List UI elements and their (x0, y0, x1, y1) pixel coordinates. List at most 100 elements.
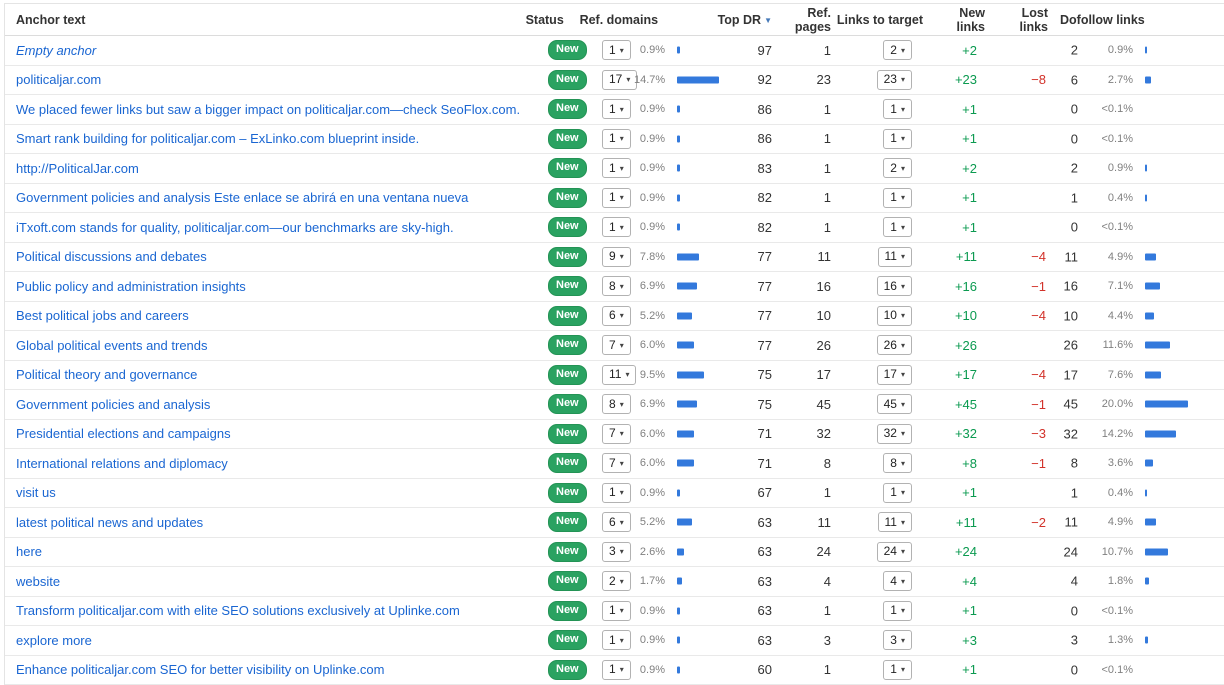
links-to-target-dropdown[interactable]: 4 ▾ (883, 571, 912, 592)
ref-domains-dropdown[interactable]: 7 ▾ (602, 335, 631, 356)
ref-domains-dropdown[interactable]: 1 ▾ (602, 187, 631, 208)
ref-domains-dropdown[interactable]: 1 ▾ (602, 158, 631, 179)
table-row: Presidential elections and campaigns New… (5, 420, 1224, 449)
links-to-target-dropdown[interactable]: 1 ▾ (883, 482, 912, 503)
ref-domains-dropdown[interactable]: 17 ▾ (602, 69, 638, 90)
anchor-text-link[interactable]: Global political events and trends (16, 337, 208, 353)
ref-domains-bar (677, 105, 680, 113)
links-to-target-dropdown[interactable]: 2 ▾ (883, 40, 912, 61)
links-to-target-dropdown[interactable]: 45 ▾ (876, 394, 912, 415)
anchor-text-link[interactable]: website (16, 573, 61, 589)
links-to-target-dropdown[interactable]: 32 ▾ (876, 423, 912, 444)
ref-domains-dropdown[interactable]: 1 ▾ (602, 40, 631, 61)
anchor-text-link[interactable]: International relations and diplomacy (16, 455, 228, 471)
ref-domains-dropdown[interactable]: 9 ▾ (602, 246, 631, 267)
links-to-target-dropdown[interactable]: 23 ▾ (876, 69, 912, 90)
links-to-target-dropdown[interactable]: 1 ▾ (883, 99, 912, 120)
links-to-target-dropdown[interactable]: 10 ▾ (876, 305, 912, 326)
column-header-anchor-text[interactable]: Anchor text (16, 12, 86, 27)
ref-domains-dropdown[interactable]: 2 ▾ (602, 571, 631, 592)
links-to-target-dropdown[interactable]: 17 ▾ (876, 364, 912, 385)
anchor-text-link[interactable]: politicaljar.com (16, 72, 102, 88)
ref-domains-dropdown[interactable]: 8 ▾ (602, 276, 631, 297)
ref-domains-dropdown[interactable]: 1 ▾ (602, 128, 631, 149)
ref-domains-bar (677, 253, 700, 261)
ref-domains-dropdown[interactable]: 1 ▾ (602, 482, 631, 503)
anchor-text-link[interactable]: Empty anchor (16, 42, 97, 58)
anchor-text-link[interactable]: We placed fewer links but saw a bigger i… (16, 101, 521, 117)
status-badge: New (548, 69, 587, 90)
anchor-text-link[interactable]: Government policies and analysis Este en… (16, 190, 469, 206)
chevron-down-icon: ▾ (619, 45, 624, 55)
links-to-target-dropdown[interactable]: 26 ▾ (876, 335, 912, 356)
ref-domains-dropdown[interactable]: 7 ▾ (602, 423, 631, 444)
links-to-target-dropdown[interactable]: 16 ▾ (876, 276, 912, 297)
anchor-text-link[interactable]: http://PoliticalJar.com (16, 160, 139, 176)
table-row: website New 2 ▾ 1.7% 63 4 4 ▾ +4 4 1.8% (5, 567, 1224, 597)
links-to-target-dropdown[interactable]: 2 ▾ (883, 158, 912, 179)
dofollow-bar (1145, 46, 1147, 54)
anchor-text-link[interactable]: visit us (16, 485, 56, 501)
links-to-target-dropdown[interactable]: 1 ▾ (883, 187, 912, 208)
table-row: Empty anchor New 1 ▾ 0.9% 97 1 2 ▾ +2 2 … (5, 36, 1224, 66)
table-row: latest political news and updates New 6 … (5, 508, 1224, 538)
column-header-new-links[interactable]: New links (956, 5, 986, 34)
links-to-target-value: 1 (890, 190, 897, 205)
ref-domains-dropdown[interactable]: 3 ▾ (602, 541, 631, 562)
column-header-lost-links[interactable]: Lost links (1019, 5, 1049, 34)
anchor-text-link[interactable]: here (16, 544, 43, 560)
anchor-text-link[interactable]: Best political jobs and careers (16, 308, 189, 324)
column-header-ref-pages[interactable]: Ref. pages (794, 5, 831, 34)
links-to-target-dropdown[interactable]: 11 ▾ (877, 246, 912, 267)
ref-domains-value: 6 (609, 514, 616, 529)
column-header-top-dr[interactable]: Top DR ▼ (718, 13, 772, 27)
ref-domains-dropdown[interactable]: 1 ▾ (602, 99, 631, 120)
links-to-target-dropdown[interactable]: 1 ▾ (883, 128, 912, 149)
ref-domains-dropdown[interactable]: 1 ▾ (602, 217, 631, 238)
table-row: Global political events and trends New 7… (5, 331, 1224, 361)
ref-domains-dropdown[interactable]: 6 ▾ (602, 512, 631, 533)
links-to-target-dropdown[interactable]: 3 ▾ (883, 630, 912, 651)
links-to-target-dropdown[interactable]: 1 ▾ (883, 600, 912, 621)
chevron-down-icon: ▾ (625, 370, 630, 380)
ref-domains-dropdown[interactable]: 11 ▾ (602, 364, 637, 385)
anchor-text-link[interactable]: latest political news and updates (16, 514, 204, 530)
chevron-down-icon: ▾ (619, 665, 624, 675)
ref-domains-percent: 0.9% (639, 486, 665, 499)
ref-domains-value: 1 (609, 131, 616, 146)
column-header-links-to-target[interactable]: Links to target (836, 12, 923, 27)
anchor-text-link[interactable]: Enhance politicaljar.com SEO for better … (16, 662, 385, 678)
ref-domains-bar (677, 489, 680, 497)
ref-domains-dropdown[interactable]: 7 ▾ (602, 453, 631, 474)
ref-domains-bar (677, 135, 680, 143)
table-row: Smart rank building for politicaljar.com… (5, 125, 1224, 154)
ref-domains-dropdown[interactable]: 1 ▾ (602, 600, 631, 621)
ref-domains-dropdown[interactable]: 1 ▾ (602, 659, 631, 680)
links-to-target-dropdown[interactable]: 24 ▾ (876, 541, 912, 562)
ref-domains-dropdown[interactable]: 6 ▾ (602, 305, 631, 326)
new-links-value: +2 (962, 160, 977, 176)
anchor-text-link[interactable]: Transform politicaljar.com with elite SE… (16, 603, 460, 619)
anchor-text-link[interactable]: Political theory and governance (16, 367, 198, 383)
links-to-target-value: 23 (883, 72, 897, 87)
status-badge: New (548, 659, 587, 680)
links-to-target-dropdown[interactable]: 1 ▾ (883, 217, 912, 238)
links-to-target-dropdown[interactable]: 1 ▾ (883, 659, 912, 680)
chevron-down-icon: ▾ (619, 635, 624, 645)
anchor-text-link[interactable]: Government policies and analysis (16, 396, 211, 412)
anchor-text-link[interactable]: iTxoft.com stands for quality, political… (16, 219, 454, 235)
anchor-text-link[interactable]: Smart rank building for politicaljar.com… (16, 131, 420, 147)
anchor-text-link[interactable]: explore more (16, 632, 92, 648)
anchor-text-link[interactable]: Public policy and administration insight… (16, 278, 246, 294)
links-to-target-dropdown[interactable]: 8 ▾ (883, 453, 912, 474)
anchor-text-link[interactable]: Presidential elections and campaigns (16, 426, 231, 442)
ref-domains-dropdown[interactable]: 1 ▾ (602, 630, 631, 651)
column-header-ref-domains[interactable]: Ref. domains (579, 12, 659, 27)
ref-domains-bar (677, 282, 697, 290)
column-header-dofollow-links[interactable]: Dofollow links (1060, 12, 1145, 27)
chevron-down-icon: ▾ (619, 252, 624, 262)
anchor-text-link[interactable]: Political discussions and debates (16, 249, 207, 265)
ref-domains-dropdown[interactable]: 8 ▾ (602, 394, 631, 415)
links-to-target-dropdown[interactable]: 11 ▾ (877, 512, 912, 533)
column-header-status[interactable]: Status (525, 12, 564, 27)
